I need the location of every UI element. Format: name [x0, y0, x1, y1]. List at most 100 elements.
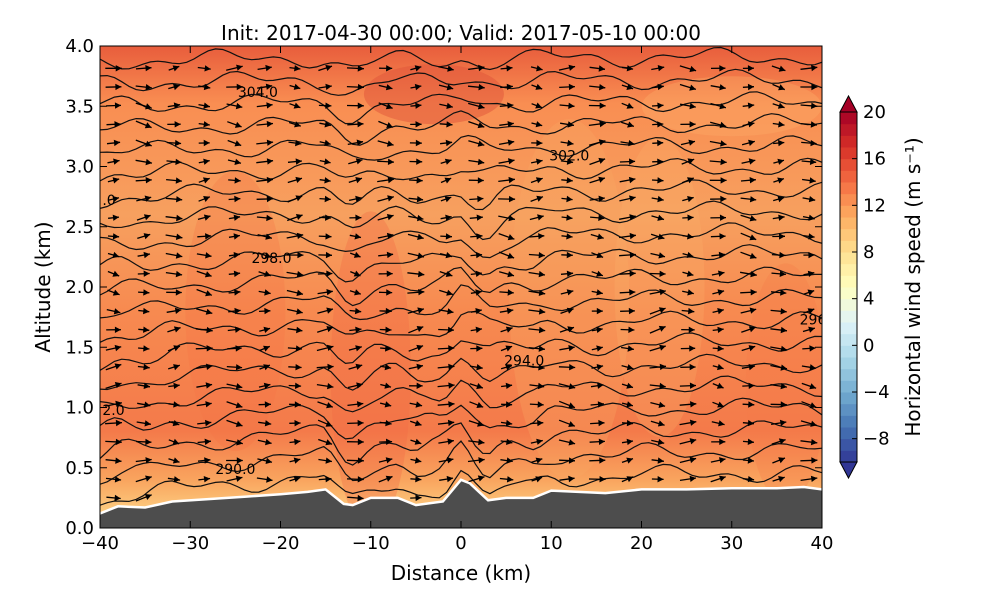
wind-vector — [529, 401, 544, 408]
wind-vector — [378, 270, 393, 277]
wind-vector — [256, 102, 273, 109]
wind-vector — [165, 214, 183, 222]
wind-vector — [226, 83, 243, 91]
wind-vector — [107, 270, 120, 277]
colorbar-tick-label: −8 — [863, 429, 890, 450]
wind-vector — [590, 214, 605, 221]
wind-vector — [286, 251, 304, 259]
wind-vector — [500, 364, 513, 371]
wind-vector — [770, 401, 787, 408]
wind-vector — [289, 420, 301, 427]
isentrope-line — [100, 420, 822, 466]
wind-vector — [710, 195, 727, 203]
y-tick-label: 1.0 — [65, 398, 94, 419]
wind-vector — [529, 214, 544, 221]
wind-vector — [650, 420, 665, 427]
wind-vector — [439, 270, 453, 277]
wind-vector — [409, 420, 422, 427]
wind-vector — [530, 438, 543, 445]
colorbar-band — [840, 252, 857, 265]
wind-vector — [288, 364, 302, 371]
wind-vector — [679, 419, 697, 426]
wind-vector — [379, 438, 393, 445]
wind-vector — [710, 121, 727, 128]
wind-vector — [136, 438, 152, 446]
wind-vector — [439, 289, 454, 296]
wind-vector — [166, 139, 182, 147]
wind-vector — [348, 363, 363, 370]
wind-vector — [531, 139, 543, 147]
wind-vector — [289, 438, 301, 446]
wind-vector — [378, 475, 393, 483]
contour-label: 296 — [800, 313, 827, 329]
wind-vector — [679, 382, 697, 389]
wind-vector — [499, 307, 514, 315]
wind-vector — [350, 270, 361, 277]
colorbar-band — [840, 403, 857, 416]
wind-vector — [712, 345, 724, 352]
wind-vector — [226, 364, 243, 371]
wind-vector — [649, 325, 666, 334]
wind-vector — [590, 401, 605, 408]
wind-vector — [228, 252, 240, 259]
wind-vector — [800, 475, 818, 482]
wind-vector — [619, 176, 636, 184]
wind-vector — [621, 83, 634, 90]
wind-vector — [377, 232, 394, 240]
wind-vector — [500, 419, 513, 427]
wind-vector — [801, 364, 817, 371]
wind-vector — [346, 83, 364, 91]
wind-vector — [256, 195, 273, 203]
wind-vector — [649, 363, 667, 371]
wind-vector — [289, 65, 301, 72]
colorbar-band — [840, 147, 857, 160]
wind-vector — [621, 438, 634, 446]
wind-vector — [589, 438, 605, 445]
wind-vector — [258, 401, 271, 408]
wind-vector — [559, 102, 575, 109]
wind-vector — [137, 251, 151, 259]
wind-vector — [316, 383, 334, 390]
wind-vector — [438, 308, 454, 315]
colorbar-tick-label: 8 — [863, 242, 874, 263]
x-tick-label: 30 — [720, 533, 743, 554]
wind-vector — [379, 65, 393, 72]
wind-vector — [741, 326, 756, 333]
wind-vector — [590, 382, 604, 389]
wind-vector — [501, 382, 513, 389]
wind-vector — [620, 307, 635, 315]
wind-vector — [107, 177, 120, 184]
wind-vector — [106, 494, 121, 502]
wind-vector — [499, 476, 514, 483]
wind-vector — [649, 307, 666, 315]
wind-vector — [135, 177, 152, 184]
wind-vector — [318, 233, 332, 240]
wind-vector — [619, 289, 636, 296]
wind-vector — [195, 326, 213, 334]
wind-vector — [408, 326, 424, 334]
wind-vector — [560, 289, 574, 296]
x-tick-label: −40 — [81, 533, 119, 554]
wind-vector — [531, 102, 543, 109]
wind-vector — [165, 233, 183, 240]
wind-vector — [227, 158, 242, 165]
y-tick-label: 1.5 — [65, 337, 94, 358]
wind-vector — [438, 438, 455, 445]
wind-vector — [741, 345, 756, 352]
wind-vector — [800, 121, 818, 128]
isentrope-line — [100, 46, 822, 71]
wind-vector — [712, 326, 724, 333]
wind-vector — [107, 158, 120, 165]
wind-vector — [802, 177, 816, 184]
wind-vector — [379, 420, 392, 427]
wind-vector — [198, 121, 210, 128]
wind-vector — [108, 214, 120, 221]
wind-vector — [318, 102, 332, 109]
wind-vector — [287, 158, 302, 165]
wind-vector — [379, 401, 392, 408]
wind-vector — [196, 363, 213, 370]
wind-vector — [468, 475, 485, 483]
wind-vector — [652, 139, 664, 147]
wind-vector — [680, 363, 696, 371]
wind-vector — [228, 195, 241, 203]
